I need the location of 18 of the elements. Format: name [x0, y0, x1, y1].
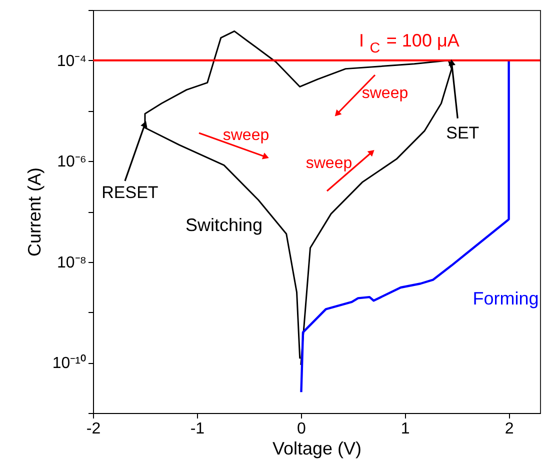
x-tick-label: -2: [86, 420, 101, 438]
series-label: Forming: [472, 288, 539, 308]
annotation: sweep: [222, 127, 270, 144]
x-axis-title: Voltage (V): [272, 438, 362, 458]
x-tick-label: 2: [504, 420, 514, 438]
x-tick-label: 1: [400, 420, 410, 438]
annotation: sweep: [306, 155, 352, 172]
y-tick-label: 10⁻⁶: [57, 154, 86, 171]
y-tick-label: 10⁻¹⁰: [52, 354, 86, 372]
annotation: SET: [446, 123, 480, 142]
series-label: Switching: [185, 215, 263, 236]
y-tick-label: 10⁻⁸: [56, 254, 86, 272]
x-tick-label: -1: [190, 420, 205, 438]
y-tick-label: 10⁻⁴: [56, 52, 87, 70]
y-axis-title: Current (A): [24, 167, 44, 257]
annotation: sweep: [362, 85, 408, 102]
annotation: RESET: [102, 182, 158, 202]
x-tick-label: 0: [296, 420, 306, 438]
